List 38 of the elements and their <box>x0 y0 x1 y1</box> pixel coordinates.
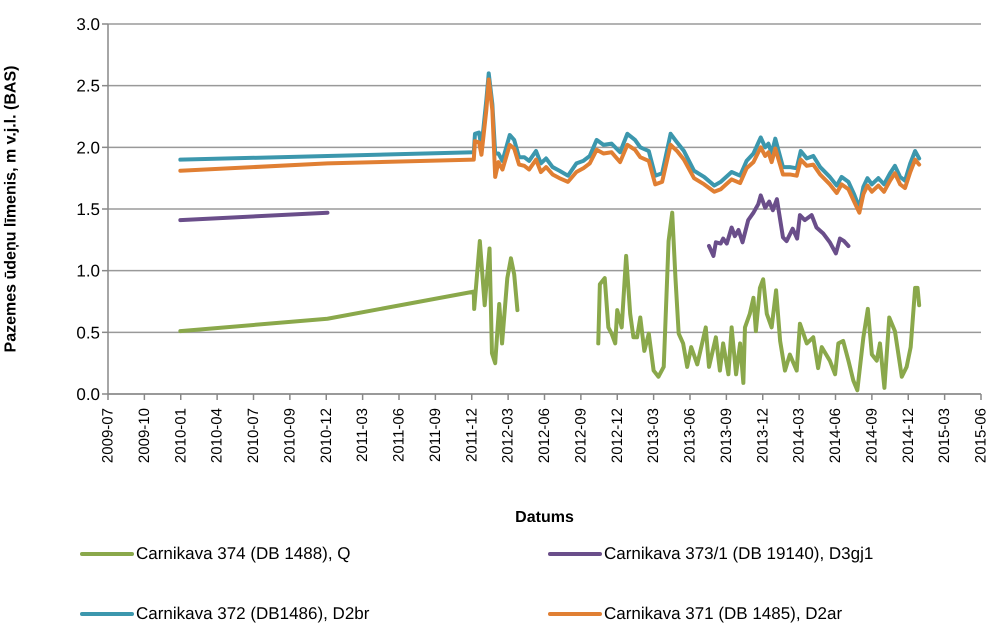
x-tick-label: 2011-09 <box>426 408 444 462</box>
x-tick-label: 2012-06 <box>536 408 553 464</box>
x-tick-label: 2014-12 <box>900 408 917 464</box>
y-tick-label: 3.0 <box>76 15 100 34</box>
x-tick-label: 2010-04 <box>208 408 226 464</box>
y-tick-label: 0.0 <box>76 385 100 404</box>
x-tick-label: 2012-12 <box>608 408 626 464</box>
x-tick-label: 2013-03 <box>645 408 662 464</box>
x-tick-label: 2014-06 <box>827 408 844 464</box>
x-tick-label: 2014-03 <box>790 408 808 464</box>
x-tick-label: 2011-12 <box>463 408 480 462</box>
x-tick-label: 2014-09 <box>863 408 880 464</box>
x-axis-title: Datums <box>515 509 574 526</box>
x-tick-label: 2010-12 <box>318 408 335 464</box>
x-tick-label: 2011-03 <box>354 408 372 462</box>
x-tick-label: 2011-06 <box>390 408 408 462</box>
legend-label: Carnikava 373/1 (DB 19140), D3gj1 <box>604 544 874 564</box>
x-tick-label: 2012-03 <box>500 408 517 464</box>
y-tick-label: 2.5 <box>76 76 100 96</box>
y-axis-title: Pazemes ūdeņu līmenis, m v.j.l. (BAS) <box>2 66 20 352</box>
x-tick-label: 2015-03 <box>936 408 954 464</box>
y-tick-label: 0.5 <box>76 323 100 342</box>
legend-label: Carnikava 372 (DB1486), D2br <box>136 604 370 624</box>
x-tick-label: 2013-09 <box>718 408 735 464</box>
x-tick-label: 2012-09 <box>572 408 590 464</box>
x-tick-label: 2013-06 <box>682 408 698 464</box>
x-tick-label: 2010-01 <box>172 408 190 464</box>
legend-label: Carnikava 371 (DB 1485), D2ar <box>604 604 842 624</box>
legend-label: Carnikava 374 (DB 1488), Q <box>136 544 350 564</box>
y-tick-label: 1.5 <box>76 200 100 220</box>
y-tick-label: 2.0 <box>76 138 100 158</box>
x-tick-label: 2009-07 <box>100 408 116 464</box>
x-tick-label: 2015-06 <box>972 408 990 464</box>
x-tick-label: 2009-10 <box>136 408 153 464</box>
x-tick-label: 2010-09 <box>281 408 298 464</box>
y-tick-label: 1.0 <box>76 262 100 281</box>
x-tick-label: 2010-07 <box>245 408 262 464</box>
x-tick-label: 2013-12 <box>754 408 772 464</box>
